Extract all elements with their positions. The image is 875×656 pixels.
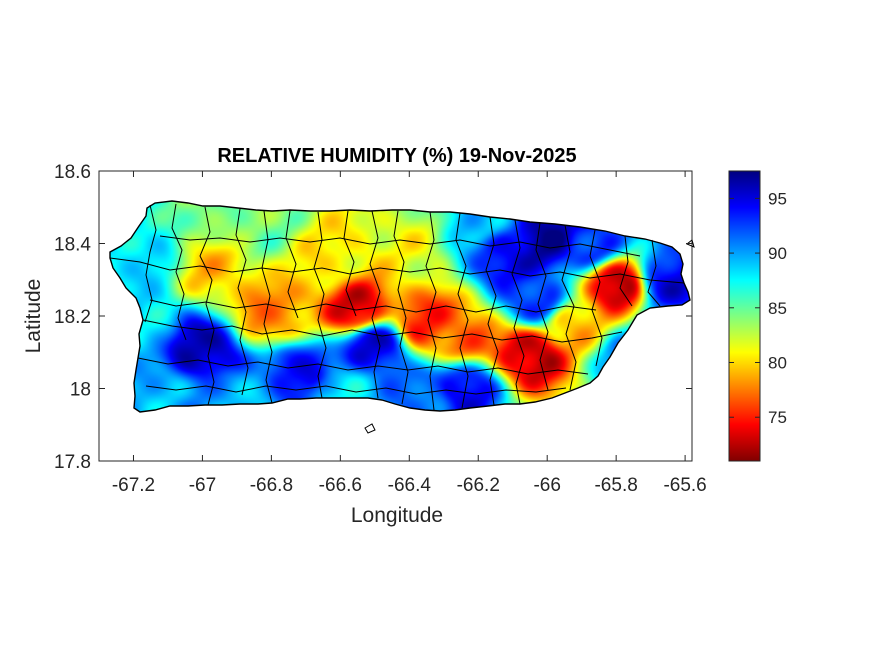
municipality-boundary — [647, 239, 661, 307]
colorbar-tick-label: 75 — [768, 408, 787, 427]
x-tick-label: -66.2 — [457, 475, 500, 496]
y-tick-label: 17.8 — [54, 452, 91, 473]
x-tick-label: -67 — [189, 475, 216, 496]
y-tick-label: 18.2 — [54, 307, 91, 328]
y-tick-label: 18.4 — [54, 235, 91, 256]
municipality-boundary — [137, 357, 589, 375]
municipality-boundary — [485, 216, 499, 406]
y-tick-label: 18 — [70, 380, 91, 401]
municipality-boundary — [199, 206, 215, 406]
colorbar-tick-label: 80 — [768, 354, 787, 373]
municipality-boundary — [369, 210, 381, 399]
x-tick-label: -66.8 — [250, 475, 293, 496]
y-axis-label: Latitude — [22, 279, 45, 354]
x-axis-label: Longitude — [351, 504, 443, 527]
municipality-boundary — [261, 210, 273, 404]
municipality-boundary — [285, 210, 299, 319]
y-tick-label: 18.6 — [54, 162, 91, 183]
islet — [364, 423, 376, 434]
municipality-boundary — [425, 211, 437, 411]
municipality-boundary — [535, 222, 549, 391]
islet — [686, 239, 695, 248]
municipality-boundary — [144, 204, 157, 323]
municipality-boundary — [149, 299, 597, 313]
island-coastline — [109, 200, 691, 413]
municipality-boundary — [171, 203, 187, 341]
colorbar-tick-label: 95 — [768, 189, 787, 208]
x-tick-label: -67.2 — [112, 475, 155, 496]
municipality-boundary — [589, 229, 603, 367]
x-tick-label: -65.6 — [663, 475, 706, 496]
municipality-boundary — [109, 257, 685, 284]
x-tick-label: -66.6 — [319, 475, 362, 496]
chart-title: RELATIVE HUMIDITY (%) 19-Nov-2025 — [217, 145, 576, 167]
colorbar-tick-label: 90 — [768, 244, 787, 263]
colorbar: 75 80 85 90 95 — [728, 170, 787, 462]
municipality-boundary — [145, 385, 567, 395]
small-islets — [364, 239, 695, 434]
municipality-boundaries — [109, 203, 685, 411]
municipality-boundary — [159, 235, 641, 257]
colorbar-ticks: 75 80 85 90 95 — [729, 189, 787, 427]
municipality-boundary — [142, 319, 623, 343]
colorbar-tick-label: 85 — [768, 299, 787, 318]
municipality-boundary — [343, 210, 357, 317]
municipality-boundary — [561, 224, 577, 391]
x-tick-label: -66.4 — [388, 475, 432, 496]
x-axis: -67.2 -67 -66.8 -66.6 -66.4 -66.2 -66 -65.8 -65.… — [112, 171, 707, 496]
y-axis: 17.8 18 18.2 18.4 18.6 — [54, 162, 692, 473]
x-tick-label: -65.8 — [594, 475, 637, 496]
municipality-boundary — [511, 219, 525, 405]
x-tick-label: -66 — [533, 475, 560, 496]
municipality-boundary — [313, 211, 327, 399]
colorbar-gradient — [728, 170, 761, 462]
